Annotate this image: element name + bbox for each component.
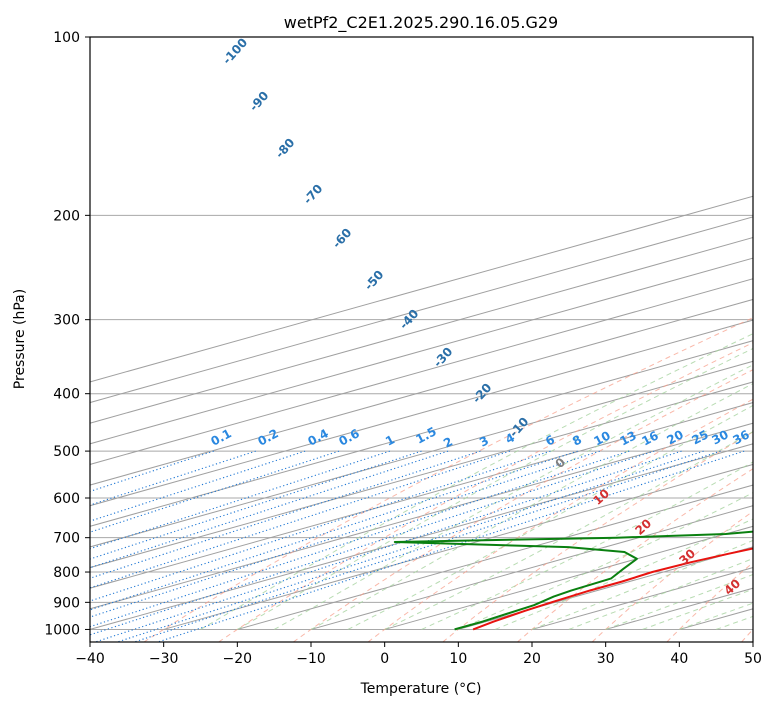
y-axis: 100 200 300 400 500 600 700 800 900 1000	[44, 30, 90, 638]
y-tick-label: 100	[53, 30, 80, 46]
x-tick-label: −10	[296, 651, 326, 667]
x-axis: −40 −30 −20 −10 0 10 20 30 40 50	[75, 642, 762, 667]
moist-adiabat-line	[495, 518, 753, 630]
isotherm-line	[90, 278, 753, 465]
isotherm-line	[90, 298, 753, 486]
x-axis-title: Temperature (°C)	[360, 681, 482, 697]
plot-area	[90, 37, 753, 642]
moist-adiabat-line	[421, 461, 753, 630]
temperature-profile	[472, 547, 753, 631]
y-tick-label: 400	[53, 387, 80, 403]
dry-adiabat-line	[143, 317, 753, 642]
background-lines	[90, 37, 753, 642]
y-tick-label: 600	[53, 491, 80, 507]
moist-adiabat-line	[384, 431, 753, 630]
mixing-ratio-label: 20	[664, 427, 685, 447]
dry-adiabat-line	[218, 342, 753, 642]
x-tick-label: 20	[523, 651, 541, 667]
x-tick-label: 30	[597, 651, 615, 667]
y-axis-title: Pressure (hPa)	[12, 289, 28, 389]
y-tick-label: 500	[53, 444, 80, 460]
y-tick-label: 700	[53, 531, 80, 547]
mixing-ratio-label: 30	[709, 427, 730, 447]
moist-adiabat-line	[347, 404, 753, 630]
x-tick-label: −30	[149, 651, 179, 667]
mixing-ratio-label: 36	[730, 427, 751, 447]
x-tick-label: −40	[75, 651, 105, 667]
isotherm-line	[310, 505, 753, 630]
dry-adiabat-line	[293, 369, 753, 642]
isotherm-line	[90, 422, 753, 610]
plot-frame	[89, 36, 754, 643]
x-tick-label: 0	[380, 651, 389, 667]
isotherm-line	[90, 402, 753, 589]
y-tick-label: 900	[53, 595, 80, 611]
mixing-ratio-label: 16	[639, 428, 660, 448]
y-tick-label: 1000	[44, 622, 80, 638]
isotherm-line	[90, 257, 753, 445]
mixing-ratio-label: 10	[591, 428, 612, 448]
isotherm-line	[90, 216, 753, 404]
series-layer	[393, 530, 753, 631]
isotherm-line	[163, 463, 753, 630]
mixing-ratio-label: 25	[689, 427, 710, 447]
x-tick-label: 10	[449, 651, 467, 667]
y-tick-label: 300	[53, 313, 80, 329]
isotherm-line	[90, 319, 753, 507]
mixing-ratio-label: 13	[617, 428, 638, 448]
dry-adiabat-line	[517, 468, 753, 642]
isotherm-line	[237, 484, 753, 630]
x-tick-label: 50	[744, 651, 762, 667]
isotherm-line	[90, 195, 753, 383]
dewpoint-profile	[393, 530, 753, 631]
isotherm-line	[90, 360, 753, 548]
y-tick-label: 800	[53, 565, 80, 581]
moist-adiabat-line	[605, 573, 753, 630]
chart-title: wetPf2_C2E1.2025.290.16.05.G29	[284, 13, 558, 33]
x-tick-label: 40	[670, 651, 688, 667]
moist-adiabat-line	[200, 333, 753, 630]
y-tick-label: 200	[53, 208, 80, 224]
moist-adiabat-line	[273, 364, 753, 630]
isotherm-line	[90, 237, 753, 424]
x-tick-label: −20	[223, 651, 253, 667]
isotherm-line	[90, 443, 753, 630]
isotherm-line	[384, 525, 753, 630]
isotherm-line	[90, 381, 753, 569]
moist-adiabat-line	[237, 347, 753, 630]
